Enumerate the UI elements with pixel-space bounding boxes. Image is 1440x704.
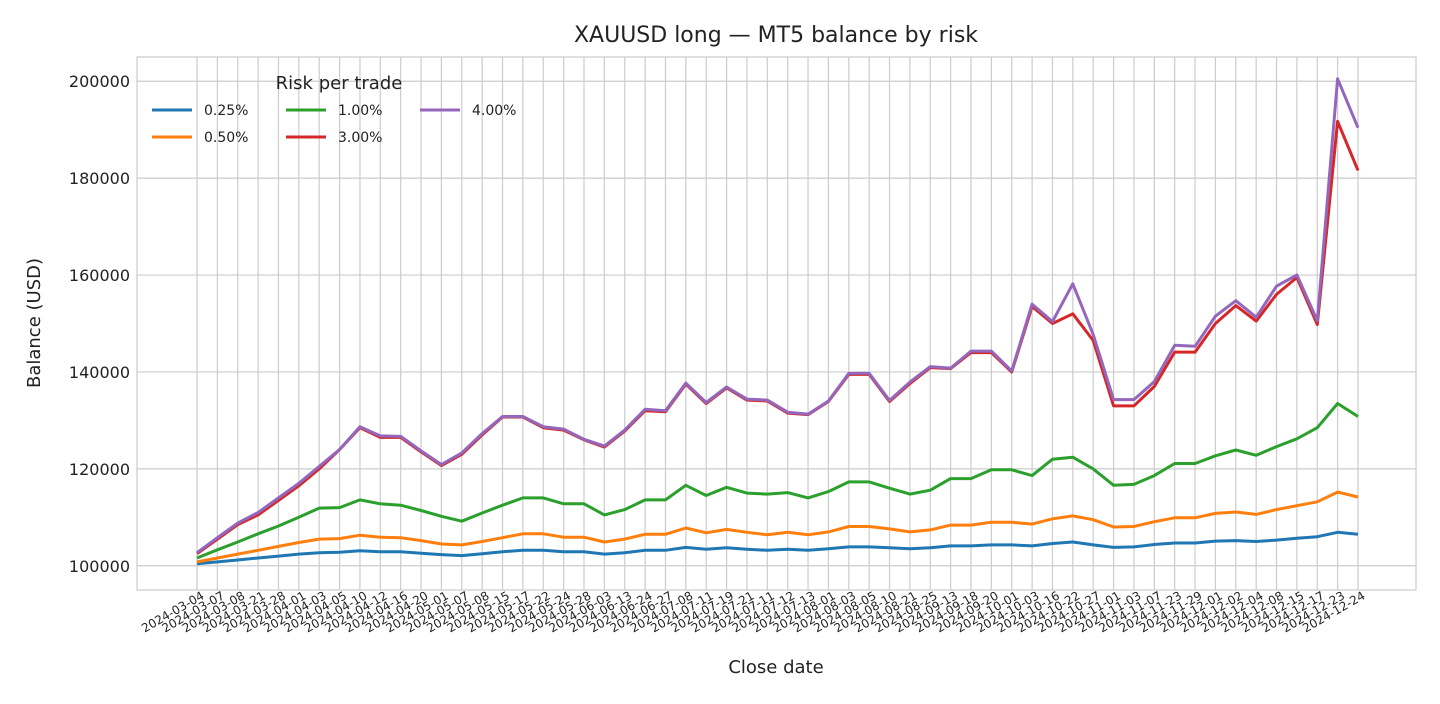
y-tick-label: 160000: [69, 266, 130, 285]
legend-label: 0.25%: [204, 103, 248, 119]
series-line-0: [196, 530, 1359, 566]
legend-entry: 4.00%: [420, 103, 516, 119]
series-lines: [196, 77, 1360, 566]
legend-label: 0.50%: [204, 130, 248, 146]
x-axis-label: Close date: [728, 657, 823, 678]
legend-entry: 3.00%: [286, 130, 382, 146]
legend: Risk per trade 0.25% 0.50% 1.00% 3.00% 4.00%: [152, 73, 516, 146]
legend-items: 0.25% 0.50% 1.00% 3.00% 4.00%: [152, 103, 516, 146]
series-line-1: [196, 490, 1359, 564]
y-tick-label: 140000: [69, 363, 130, 382]
plot-area: [136, 56, 1417, 591]
chart-title: XAUUSD long — MT5 balance by risk: [574, 23, 978, 48]
y-axis-label: Balance (USD): [24, 258, 45, 388]
legend-label: 4.00%: [472, 103, 516, 119]
y-axis-ticks: 100000 120000 140000 160000 180000 200000: [69, 72, 130, 576]
legend-label: 1.00%: [338, 103, 382, 119]
y-tick-label: 200000: [69, 72, 130, 91]
x-axis-ticks: 2024-03-042024-03-072024-03-082024-03-21…: [139, 588, 1367, 635]
y-tick-label: 180000: [69, 169, 130, 188]
legend-entry: 0.50%: [152, 130, 248, 146]
y-tick-label: 120000: [69, 460, 130, 479]
series-line-4: [196, 77, 1360, 554]
y-tick-label: 100000: [69, 557, 130, 576]
legend-entry: 0.25%: [152, 103, 248, 119]
legend-title: Risk per trade: [276, 73, 403, 94]
legend-label: 3.00%: [338, 130, 382, 146]
legend-entry: 1.00%: [286, 103, 382, 119]
grid: [137, 57, 1416, 590]
series-line-2: [196, 402, 1359, 560]
